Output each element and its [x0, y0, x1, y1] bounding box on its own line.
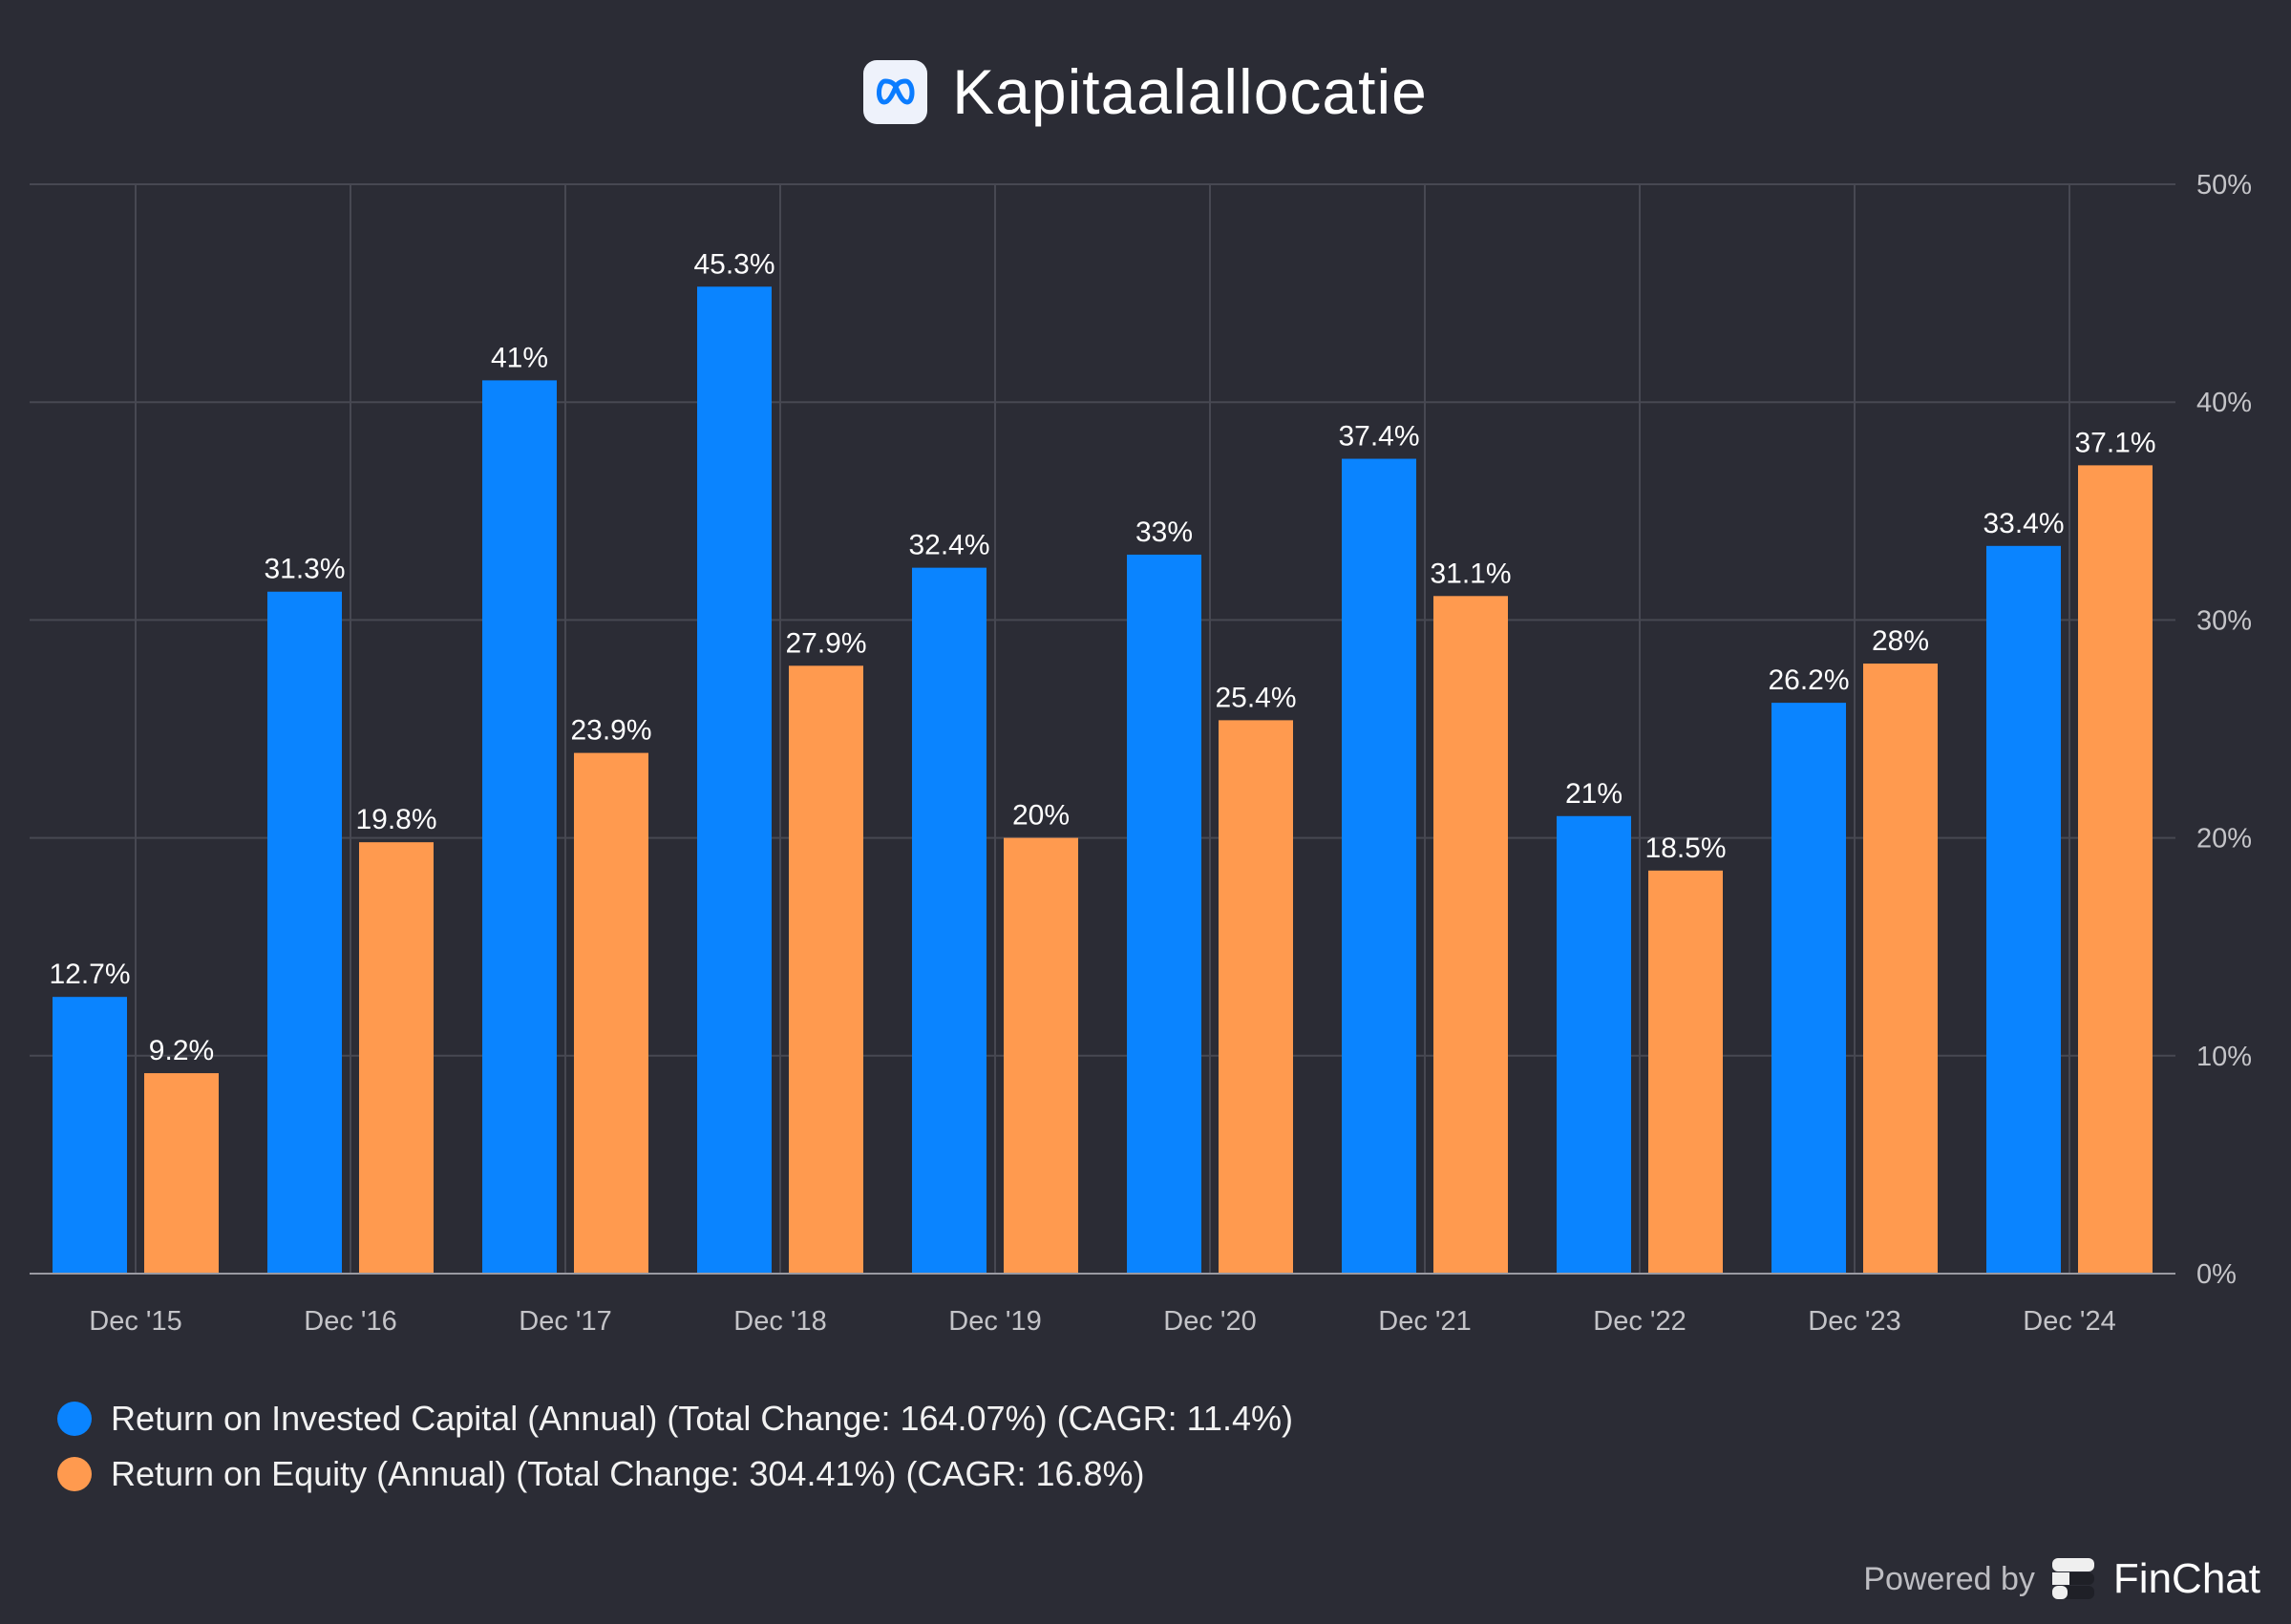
- x-tick-label: Dec '23: [1808, 1306, 1900, 1337]
- data-label: 28%: [1872, 625, 1929, 657]
- bar-roe: [1863, 664, 1938, 1274]
- x-tick-label: Dec '21: [1378, 1306, 1471, 1337]
- legend-dot-roe: [57, 1457, 92, 1491]
- data-label: 23.9%: [570, 715, 651, 747]
- bar-roe: [1648, 870, 1723, 1274]
- data-label: 41%: [491, 342, 548, 373]
- meta-logo-icon: [863, 59, 928, 124]
- data-label: 9.2%: [149, 1035, 214, 1066]
- bar-roic: [53, 997, 127, 1274]
- data-label: 25.4%: [1215, 682, 1296, 713]
- y-tick-label: 30%: [2196, 605, 2252, 636]
- bar-roe: [359, 842, 434, 1274]
- finchat-brand: FinChat: [2112, 1555, 2260, 1602]
- y-tick-label: 0%: [2196, 1259, 2237, 1290]
- y-tick-label: 10%: [2196, 1042, 2252, 1072]
- chart-header: Kapitaalallocatie: [0, 55, 2291, 128]
- bar-roe: [1433, 596, 1508, 1274]
- data-label: 31.1%: [1430, 558, 1511, 589]
- y-tick-label: 20%: [2196, 824, 2252, 854]
- bar-roic: [1557, 815, 1631, 1274]
- x-tick-label: Dec '16: [304, 1306, 396, 1337]
- bar-roe: [574, 752, 648, 1274]
- legend-label-roic: Return on Invested Capital (Annual) (Tot…: [111, 1399, 1293, 1438]
- data-label: 21%: [1565, 778, 1623, 810]
- chart-title: Kapitaalallocatie: [952, 56, 1428, 127]
- legend-dot-roic: [57, 1402, 92, 1436]
- legend-item-roe[interactable]: Return on Equity (Annual) (Total Change:…: [57, 1454, 1145, 1494]
- bar-roic: [267, 591, 342, 1274]
- bar-roic: [1986, 545, 2061, 1274]
- data-label: 33%: [1135, 517, 1193, 548]
- y-tick-label: 40%: [2196, 388, 2252, 418]
- bar-roe: [144, 1073, 219, 1274]
- data-label: 32.4%: [908, 530, 989, 561]
- bar-roe: [1004, 837, 1078, 1274]
- bar-roe: [1219, 720, 1293, 1274]
- legend-item-roic[interactable]: Return on Invested Capital (Annual) (Tot…: [57, 1399, 1293, 1439]
- data-label: 12.7%: [49, 959, 130, 990]
- x-tick-label: Dec '18: [733, 1306, 826, 1337]
- data-label: 20%: [1012, 800, 1070, 832]
- finchat-logo-icon: [2051, 1558, 2094, 1599]
- x-tick-label: Dec '22: [1593, 1306, 1686, 1337]
- data-label: 45.3%: [693, 248, 774, 280]
- bar-roic: [482, 380, 557, 1274]
- bar-chart: 0% 10% 20% 30% 40% 50% Dec '15 Dec '16 Dec '17 De…: [30, 170, 2252, 1337]
- data-label: 31.3%: [264, 554, 345, 585]
- x-tick-label: Dec '19: [948, 1306, 1041, 1337]
- powered-by-text: Powered by: [1863, 1560, 2035, 1597]
- data-label: 18.5%: [1644, 833, 1726, 864]
- bar-roic: [1127, 554, 1201, 1274]
- x-tick-label: Dec '20: [1163, 1306, 1256, 1337]
- legend-label-roe: Return on Equity (Annual) (Total Change:…: [111, 1454, 1145, 1493]
- bar-roic: [1771, 703, 1846, 1274]
- data-label: 37.4%: [1338, 421, 1419, 453]
- bar-roic: [1342, 458, 1416, 1275]
- x-tick-label: Dec '15: [89, 1306, 181, 1337]
- data-label: 37.1%: [2074, 427, 2155, 458]
- bar-roic: [697, 286, 772, 1274]
- data-label: 33.4%: [1983, 508, 2064, 539]
- bar-roic: [912, 567, 986, 1274]
- y-tick-label: 50%: [2196, 170, 2252, 200]
- bar-roe: [789, 665, 863, 1274]
- footer: Powered by FinChat: [1863, 1555, 2260, 1603]
- data-label: 19.8%: [355, 804, 436, 835]
- data-label: 27.9%: [785, 627, 866, 659]
- x-tick-label: Dec '24: [2023, 1306, 2115, 1337]
- data-label: 26.2%: [1768, 664, 1849, 696]
- x-tick-label: Dec '17: [519, 1306, 611, 1337]
- bar-roe: [2078, 465, 2153, 1274]
